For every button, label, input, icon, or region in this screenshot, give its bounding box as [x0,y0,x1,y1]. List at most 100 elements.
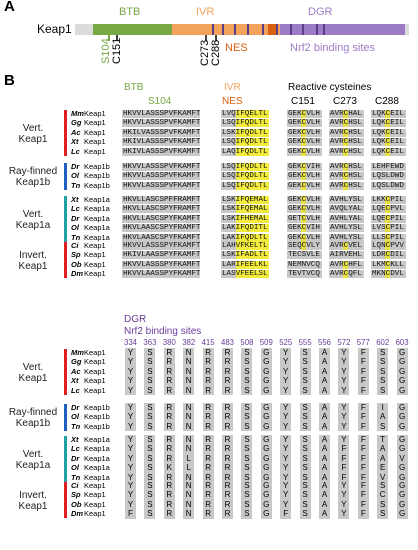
amino-acid: R [224,366,231,376]
amino-acid: S [380,385,386,395]
amino-acid: R [224,499,231,509]
c-terminal-segment [405,24,409,35]
amino-acid: S [302,490,308,500]
c151-highlight [301,128,306,137]
amino-acid: S [147,453,153,463]
gene-name: Keap1b [84,412,110,422]
amino-acid: V [380,472,386,482]
group-bar [64,163,67,190]
nes-label: NES [225,42,248,54]
amino-acid: R [205,472,211,482]
amino-acid: S [380,481,386,490]
c151-seq: GEKCVLH [288,205,320,214]
gene-name: Keap1a [84,195,110,204]
c151-seq: GEKCVIH [288,224,320,233]
amino-acid: G [263,499,270,509]
amino-acid: R [205,385,211,395]
amino-acid: R [224,444,231,454]
btb-block [122,270,200,279]
c288-seq: LQKCEIL [372,147,404,156]
aa-column-bg [319,348,330,395]
gene-name: Keap1 [84,118,106,128]
c273-block [329,205,364,214]
amino-acid: Y [283,490,289,500]
species-abbrev: Xt [71,137,79,147]
ivr-seq: LSQIFQDLTL [222,172,268,181]
amino-acid: G [263,463,270,473]
amino-acid: F [360,412,366,422]
amino-acid: F [341,444,347,454]
protein-label: Keap1 [37,22,72,36]
amino-acid: L [186,453,191,463]
amino-acid: S [244,403,250,412]
species-abbrev: Dm [71,509,84,519]
c151-highlight [301,181,306,190]
amino-acid: S [302,357,308,367]
amino-acid: G [263,435,270,444]
amino-acid: F [341,453,347,463]
amino-acid: A [321,444,328,454]
amino-acid: F [360,499,366,509]
amino-acid: R [166,376,173,386]
amino-acid: Y [341,376,347,386]
c273-highlight [343,270,348,279]
nrf2-site-tick [290,24,292,35]
aa-column-bg [183,348,195,395]
keap1-domain-bar [75,24,409,35]
amino-acid: F [360,490,366,500]
position-number: 572 [337,338,351,347]
c273-seq: AVRCHSL [330,128,362,137]
amino-acid: S [302,348,308,357]
amino-acid: G [263,421,270,431]
amino-acid: S [147,472,153,482]
c151-block [287,270,322,279]
amino-acid: R [224,385,231,395]
c151-highlight [301,196,306,204]
aa-column-bg [338,403,350,432]
btb-seq: HKVVLASSSPYFKAMFT [123,260,201,269]
amino-acid: A [380,412,386,422]
amino-acid: Y [341,385,347,395]
c151-highlight [301,214,306,223]
amino-acid: Y [127,490,134,500]
amino-acid: R [166,421,173,431]
amino-acid: R [166,509,173,519]
c151-seq: GEKCVIH [288,163,320,171]
aa-column-bg [377,403,389,432]
species-abbrev: Ac [71,366,81,376]
btb-block [122,172,200,181]
c288-seq: LQSLDWD [372,181,404,190]
dgr-group-bar [64,349,67,395]
btb-label: BTB [119,6,141,18]
gene-name: Keap1a [84,472,110,482]
species-abbrev: Ol [71,171,79,181]
dgr-domain [280,24,405,35]
aa-column-bg [319,435,330,482]
amino-acid: F [360,385,366,395]
amino-acid: F [360,348,366,357]
c288-highlight [385,196,390,204]
species-abbrev: Ac [71,127,81,137]
group-label: Ray-finned Keap1b [8,166,58,189]
c288-highlight [385,270,390,279]
aa-column-bg [299,348,311,395]
amino-acid: N [185,435,192,444]
c273-seq: AVRCHSL [330,119,362,128]
amino-acid: G [263,376,270,386]
aa-column-bg [280,403,292,432]
amino-acid: R [205,490,211,500]
aa-column-bg [396,481,408,519]
aa-column-bg [163,403,175,432]
c288-seq: LKKCPIL [372,196,404,204]
amino-acid: Y [341,348,347,357]
panel-a-letter: A [4,0,15,15]
c273-block [329,233,364,242]
aa-column-bg [183,435,195,482]
amino-acid: S [244,348,250,357]
amino-acid: A [321,403,328,412]
amino-acid: S [147,499,153,509]
nes-highlight [236,196,269,204]
nrf2-site-tick [247,24,249,35]
nes-highlight [236,172,269,181]
amino-acid: S [244,366,250,376]
